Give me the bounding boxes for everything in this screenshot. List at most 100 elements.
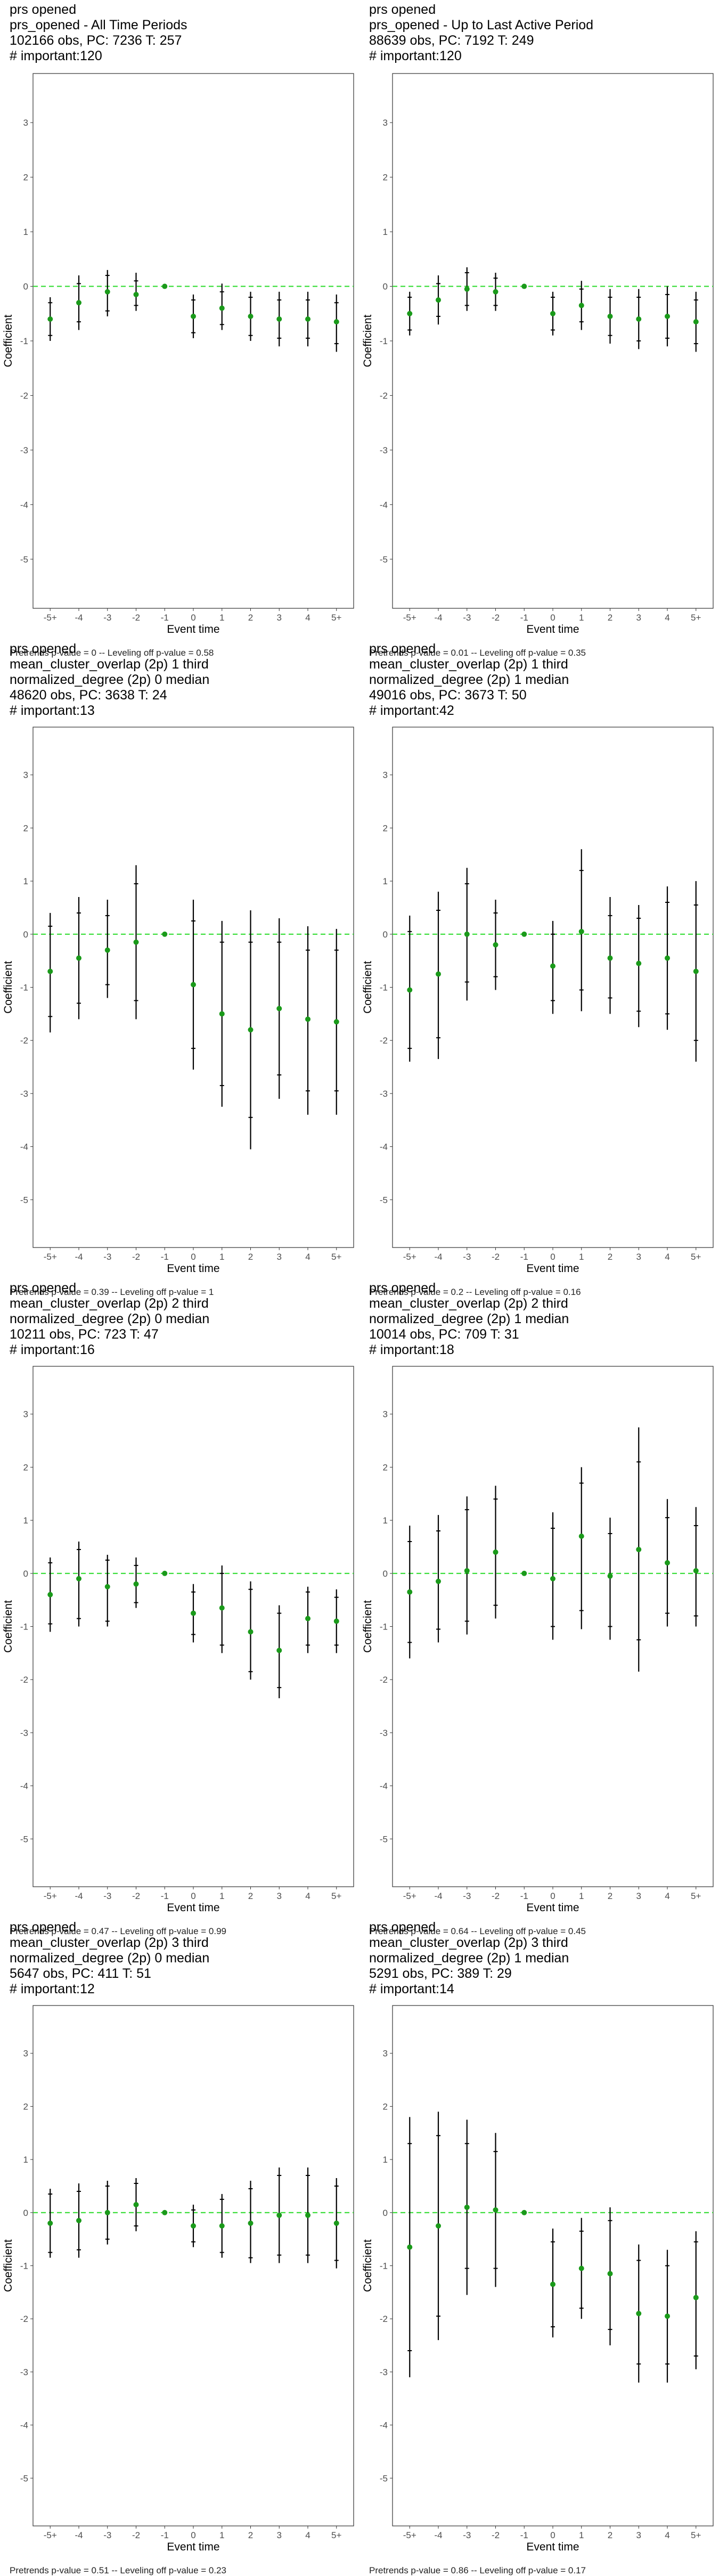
coefficient-point [162,2210,168,2215]
y-tick-label: -4 [20,1781,28,1791]
x-tick-label: 3 [636,613,641,623]
y-tick-label: -3 [20,2367,28,2377]
coefficient-point [693,968,699,974]
coefficient-point [636,1546,642,1552]
x-tick-label: 5+ [691,1252,701,1262]
x-tick-label: -4 [434,613,442,623]
x-tick-label: -5+ [44,2530,57,2540]
x-tick-label: -4 [75,1891,83,1901]
coefficient-point [133,1581,139,1587]
y-tick-label: 3 [23,118,28,128]
y-tick-label: 2 [383,823,388,833]
y-tick-label: 1 [23,1515,28,1526]
panel-title-line: 102166 obs, PC: 7236 T: 257 [10,33,182,48]
coefficient-point [436,1578,441,1584]
x-axis-title: Event time [167,2541,219,2553]
panel-title-line: normalized_degree (2p) 1 median [369,1951,569,1966]
x-tick-label: 1 [219,1252,224,1262]
y-tick-label: -4 [380,2420,388,2431]
x-tick-label: -5+ [403,613,416,623]
x-tick-label: 1 [219,2530,224,2540]
y-tick-label: -2 [380,1036,388,1046]
coefficient-point [636,2311,642,2317]
x-axis-title: Event time [167,1902,219,1914]
coefficient-point [493,2207,499,2213]
y-tick-label: -4 [20,500,28,510]
coefficient-point [219,2223,225,2229]
panel-title-line: prs opened [369,1920,436,1935]
y-axis-title: Coefficient [2,961,14,1014]
plot-svg: -5 -4 -3 -2 -1 0 1 2 3 -5+ -4 -3 -2 -1 0 1 2 3 4 5+ Event ti… [2,73,354,635]
y-tick-label: 0 [383,2208,388,2218]
x-tick-label: 0 [550,1891,555,1901]
coefficient-point [47,1592,53,1597]
coefficient-point [104,947,110,953]
coefficient-point [407,987,413,993]
coefficient-point [305,2212,311,2218]
y-tick-label: -1 [20,336,28,346]
panel-title-line: # important:42 [369,703,454,718]
panel-title-line: prs opened [10,1920,77,1935]
y-tick-label: -4 [380,1781,388,1791]
coefficient-point [47,2220,53,2226]
panel-title-line: mean_cluster_overlap (2p) 3 third [10,1935,209,1950]
x-tick-label: 0 [191,2530,195,2540]
coefficient-point [693,1568,699,1574]
x-tick-label: 2 [608,1891,612,1901]
x-tick-label: -5+ [44,1252,57,1262]
y-tick-label: 3 [383,2049,388,2059]
y-axis-title: Coefficient [362,1600,374,1653]
x-tick-label: 4 [305,2530,310,2540]
x-tick-label: 0 [191,1252,195,1262]
y-tick-label: 0 [383,1569,388,1579]
x-tick-label: 4 [665,1252,669,1262]
x-tick-label: -5+ [403,1891,416,1901]
coefficient-point [333,1618,339,1624]
coefficient-point [191,313,196,319]
panel-title-line: mean_cluster_overlap (2p) 2 third [369,1296,568,1311]
coefficient-point [550,311,555,316]
coefficient-point [665,313,670,319]
coefficient-point [333,1019,339,1025]
coefficient-point [276,2212,282,2218]
coefficient-point [493,1549,499,1555]
coefficient-point [162,931,168,937]
coefficient-point [162,283,168,289]
x-tick-label: 3 [636,1891,641,1901]
coefficient-point [665,1560,670,1566]
coefficient-point [550,1576,555,1582]
coefficient-point [248,2220,254,2226]
y-tick-label: -2 [20,390,28,401]
x-tick-label: -2 [492,2530,500,2540]
y-tick-label: 3 [23,1409,28,1420]
y-tick-label: -2 [20,1036,28,1046]
x-tick-label: -2 [132,613,140,623]
panel-title-line: # important:120 [369,48,462,63]
pvalue-footnote: Pretrends p-value = 0.64 -- Leveling off… [369,1926,586,1936]
plot-frame [32,73,354,609]
x-tick-label: -1 [161,1891,169,1901]
y-tick-label: 2 [383,173,388,183]
x-tick-label: 4 [305,613,310,623]
y-axis-title: Coefficient [362,961,374,1014]
y-tick-label: -3 [20,1089,28,1099]
y-axis-title: Coefficient [2,2239,14,2292]
x-tick-label: 1 [579,1891,584,1901]
coefficient-point [76,955,81,961]
x-tick-label: 2 [608,1252,612,1262]
coefficient-point [521,283,527,289]
y-tick-label: -4 [380,1142,388,1152]
panel-title-line: 48620 obs, PC: 3638 T: 24 [10,688,167,703]
event-study-panel: prs opened prs_opened - Up to Last Active… [360,0,719,658]
x-tick-label: -3 [463,1891,471,1901]
panel-title-line: prs opened [369,2,436,17]
coefficient-point [607,1573,613,1579]
x-tick-label: 5+ [331,1252,341,1262]
coefficient-point [47,968,53,974]
coefficient-point [665,955,670,961]
coefficient-point [76,1576,81,1582]
x-tick-label: 2 [608,2530,612,2540]
pvalue-footnote: Pretrends p-value = 0.39 -- Leveling off… [10,1287,214,1297]
panel-title-line: 5291 obs, PC: 389 T: 29 [369,1966,512,1981]
panel-title: prs opened mean_cluster_overlap (2p) 3 th… [10,1920,209,1997]
